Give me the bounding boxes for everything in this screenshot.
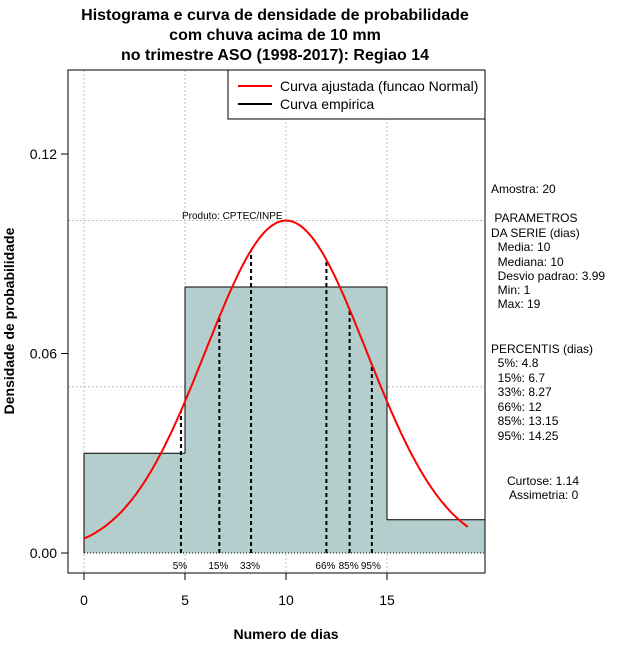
statistics-line: 85%: 13.15 <box>491 414 559 428</box>
statistics-line: PERCENTIS (dias) <box>491 342 593 356</box>
statistics-line: Curtose: 1.14 <box>507 474 579 488</box>
x-tick-label: 10 <box>278 592 294 608</box>
product-annotation: Produto: CPTEC/INPE <box>182 211 283 222</box>
percentile-label: 33% <box>240 561 260 572</box>
y-axis-label: Densidade de probabilidade <box>1 227 17 414</box>
x-tick-label: 5 <box>181 592 189 608</box>
statistics-line: DA SERIE (dias) <box>491 226 580 240</box>
legend-label-fitted: Curva ajustada (funcao Normal) <box>280 78 478 94</box>
histogram-bar <box>286 287 387 553</box>
statistics-line: Assimetria: 0 <box>509 488 579 502</box>
percentile-label: 85% <box>339 561 359 572</box>
title-line: com chuva acima de 10 mm <box>169 27 381 44</box>
statistics-line: Min: 1 <box>491 283 531 297</box>
histogram-bar <box>84 453 185 553</box>
statistics-line: Desvio padrao: 3.99 <box>491 269 605 283</box>
statistics-line: Media: 10 <box>491 240 551 254</box>
y-tick-label: 0.06 <box>30 346 57 362</box>
statistics-line: 15%: 6.7 <box>491 371 545 385</box>
statistics-line: Amostra: 20 <box>491 182 556 196</box>
percentile-label: 95% <box>361 561 381 572</box>
legend: Curva ajustada (funcao Normal) Curva emp… <box>227 69 486 120</box>
statistics-line: 33%: 8.27 <box>491 385 552 399</box>
title-line: Histograma e curva de densidade de proba… <box>81 7 469 24</box>
y-tick-label: 0.00 <box>30 545 57 561</box>
normal-curve <box>83 219 469 540</box>
legend-label-empirical: Curva empirica <box>280 96 374 112</box>
statistics-line: 5%: 4.8 <box>491 356 539 370</box>
title-line: no trimestre ASO (1998-2017): Regiao 14 <box>121 47 429 64</box>
histogram-bar <box>387 519 485 553</box>
x-tick-label: 15 <box>379 592 395 608</box>
x-tick-label: 0 <box>80 592 88 608</box>
statistics-line: 66%: 12 <box>491 400 542 414</box>
y-tick-label: 0.12 <box>30 146 57 162</box>
histogram-bar <box>185 287 286 553</box>
percentile-label: 66% <box>315 561 335 572</box>
statistics-line: Mediana: 10 <box>491 255 564 269</box>
statistics-line: Max: 19 <box>491 297 541 311</box>
x-axis-label: Numero de dias <box>233 626 338 642</box>
statistics-line: 95%: 14.25 <box>491 429 559 443</box>
percentile-label: 5% <box>173 561 188 572</box>
statistics-line: PARAMETROS <box>491 211 577 225</box>
percentile-label: 15% <box>208 561 228 572</box>
chart-title: Histograma e curva de densidade de proba… <box>81 7 469 64</box>
